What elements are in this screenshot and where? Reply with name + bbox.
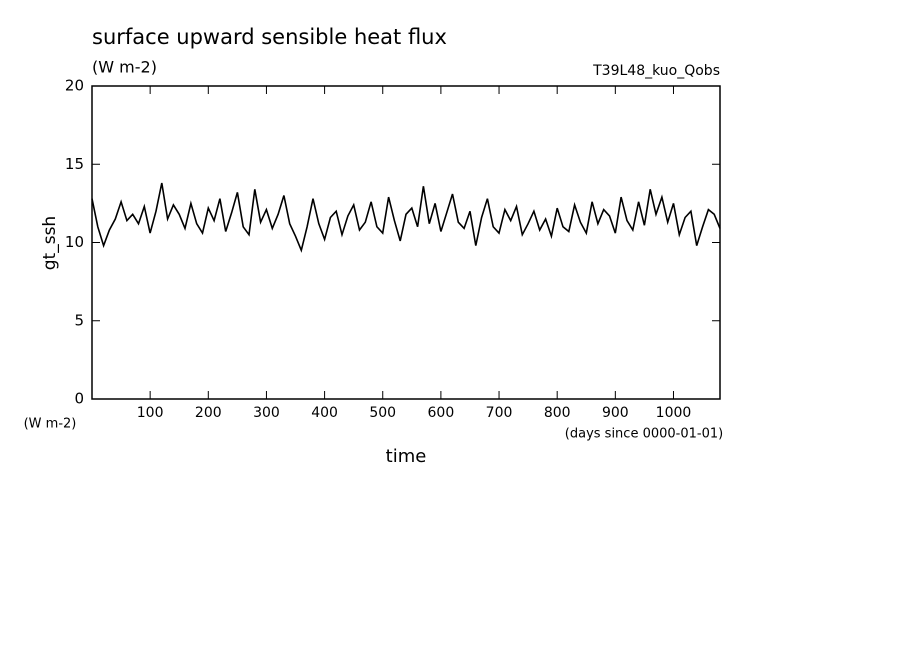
y-tick-label: 20: [65, 77, 84, 95]
x-tick-label: 300: [253, 405, 280, 421]
chart-title: surface upward sensible heat flux: [92, 25, 447, 49]
x-tick-label: 700: [486, 405, 513, 421]
x-tick-label: 800: [544, 405, 571, 421]
y-tick-label: 5: [74, 311, 84, 329]
x-units: (days since 0000-01-01): [565, 427, 723, 442]
y-tick-label: 15: [65, 155, 84, 173]
x-tick-label: 1000: [656, 405, 692, 421]
x-axis-label: time: [386, 446, 427, 467]
plot-frame: [91, 85, 721, 400]
chart-subtitle: (W m-2): [92, 58, 157, 77]
x-tick-label: 600: [428, 405, 455, 421]
x-tick-label: 900: [602, 405, 629, 421]
x-tick-label: 200: [195, 405, 222, 421]
y-axis-label: gt_ssh: [40, 216, 60, 270]
x-tick-label: 500: [369, 405, 396, 421]
series-line: [91, 182, 721, 253]
x-tick-label: 400: [311, 405, 338, 421]
y-units: (W m-2): [24, 417, 77, 432]
y-tick-label: 10: [65, 233, 84, 251]
x-tick-label: 100: [137, 405, 164, 421]
annotation: T39L48_kuo_Qobs: [592, 63, 720, 79]
y-tick-label: 0: [74, 390, 84, 408]
